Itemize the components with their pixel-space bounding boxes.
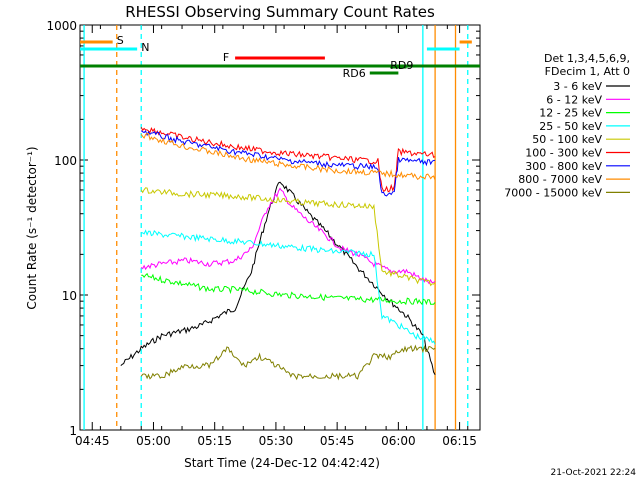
legend-header-line: Det 1,3,4,5,6,9,	[544, 52, 630, 65]
legend-label: 3 - 6 keV	[553, 80, 602, 93]
legend-label: 50 - 100 keV	[532, 133, 602, 146]
x-tick-label: 06:15	[442, 434, 477, 448]
series-line-8	[140, 344, 436, 381]
series-line-0	[120, 181, 436, 375]
y-tick-label: 10	[62, 289, 77, 303]
series-line-6	[140, 130, 436, 197]
series-line-3	[141, 229, 436, 345]
x-tick-label: 04:45	[75, 434, 110, 448]
legend-label: 300 - 800 keV	[525, 160, 602, 173]
flag-label: F	[223, 51, 229, 64]
legend-header-line: FDecim 1, Att 0	[545, 65, 630, 78]
legend-label: 6 - 12 keV	[546, 93, 602, 106]
series-line-2	[141, 272, 436, 306]
x-tick-label: 05:30	[259, 434, 294, 448]
x-axis-label: Start Time (24-Dec-12 04:42:42)	[184, 456, 380, 470]
footer-timestamp: 21-Oct-2021 22:24	[551, 468, 637, 478]
plot-frame	[79, 24, 481, 431]
series-line-5	[140, 126, 436, 193]
y-tick-label: 1	[69, 424, 77, 438]
legend-label: 100 - 300 keV	[525, 147, 602, 160]
flag-label: RD9	[390, 59, 413, 72]
y-axis-label: Count Rate (s⁻¹ detector⁻¹)	[25, 146, 39, 309]
vertical-markers	[83, 25, 469, 430]
y-tick-label: 1000	[46, 19, 77, 33]
chart-title: RHESSI Observing Summary Count Rates	[125, 3, 435, 21]
flag-label: S	[117, 34, 124, 47]
flag-label: RD6	[343, 67, 366, 80]
flag-bars: S N F RD6 RD9	[80, 34, 480, 80]
flag-label: N	[141, 41, 149, 54]
series-line-1	[140, 187, 436, 285]
y-tick-label: 100	[54, 154, 77, 168]
series-lines	[120, 126, 436, 381]
axis-ticks: 04:45 05:00 05:15 05:30 05:45 06:00 06:15 1 10 10…	[46, 19, 480, 448]
x-tick-label: 05:00	[136, 434, 171, 448]
legend-label: 800 - 7000 keV	[518, 173, 602, 186]
x-tick-label: 05:45	[320, 434, 355, 448]
x-tick-label: 06:00	[381, 434, 416, 448]
legend: Det 1,3,4,5,6,9,FDecim 1, Att 0 3 - 6 keV…	[504, 52, 630, 199]
series-line-4	[140, 187, 436, 287]
legend-label: 25 - 50 keV	[539, 120, 602, 133]
legend-label: 7000 - 15000 keV	[504, 186, 602, 199]
x-tick-label: 05:15	[197, 434, 232, 448]
legend-label: 12 - 25 keV	[539, 107, 602, 120]
series-line-7	[140, 132, 436, 181]
